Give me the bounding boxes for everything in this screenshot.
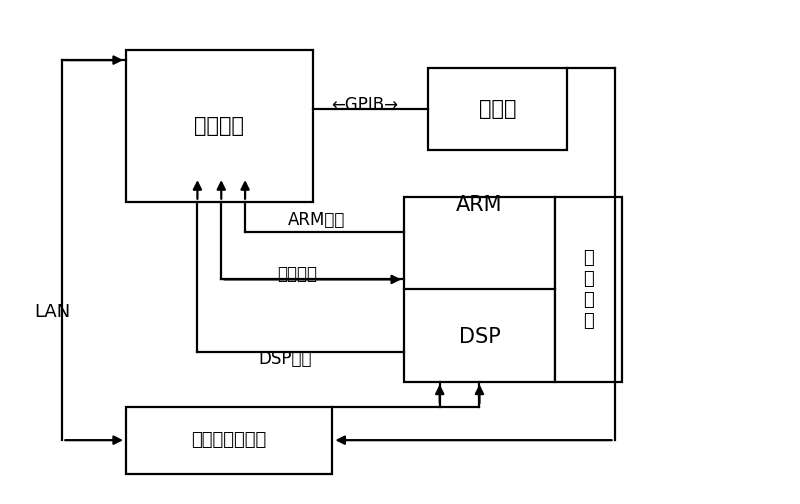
Text: 原语收发: 原语收发 xyxy=(277,266,317,283)
Text: 矢量信号分析仪: 矢量信号分析仪 xyxy=(191,431,267,449)
Text: DSP跟踪: DSP跟踪 xyxy=(258,350,311,368)
Text: 被
测
终
端: 被 测 终 端 xyxy=(583,249,594,330)
Bar xyxy=(126,407,333,474)
Text: 控制设备: 控制设备 xyxy=(194,116,244,136)
Bar xyxy=(555,197,622,382)
Text: ARM跟踪: ARM跟踪 xyxy=(288,211,346,229)
Text: ARM: ARM xyxy=(456,195,502,215)
Text: ←GPIB→: ←GPIB→ xyxy=(330,96,398,114)
Bar xyxy=(428,68,567,150)
Text: DSP: DSP xyxy=(458,327,500,347)
Text: 信号源: 信号源 xyxy=(478,99,516,119)
Bar xyxy=(126,50,313,202)
Text: LAN: LAN xyxy=(34,303,70,321)
Bar xyxy=(404,197,555,382)
